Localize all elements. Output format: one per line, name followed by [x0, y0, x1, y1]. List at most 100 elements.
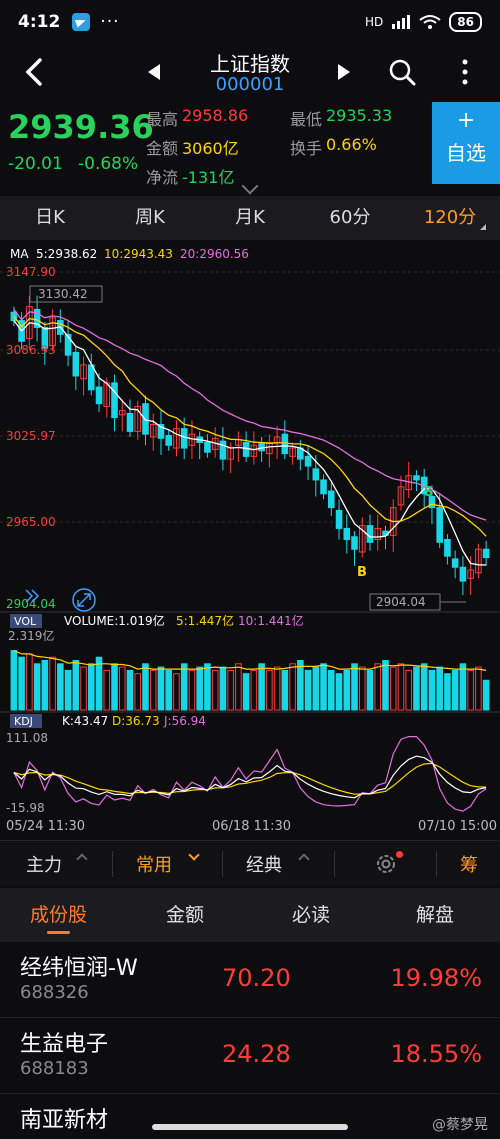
kdj-min: -15.98 — [6, 801, 45, 815]
price-change-percent: -0.68% — [78, 154, 139, 174]
back-arrow-icon[interactable] — [20, 54, 50, 90]
stock-change: 18.55% — [390, 1040, 482, 1068]
candle-body — [126, 412, 134, 432]
candle-body — [173, 428, 180, 449]
volume-bar — [335, 673, 343, 711]
volume-bar — [366, 669, 374, 711]
tab-60min[interactable]: 60分 — [329, 207, 371, 228]
volume-bar — [118, 666, 126, 711]
volume-bar — [289, 663, 296, 711]
volume-bar — [475, 666, 482, 711]
candle-body — [320, 479, 327, 495]
volume-bar — [165, 669, 172, 711]
divider — [334, 851, 335, 877]
chart-toggle-icon[interactable] — [72, 588, 96, 612]
candle-body — [149, 423, 157, 438]
candle-body — [459, 566, 467, 582]
section-tabs: 成份股 金额 必读 解盘 — [0, 888, 500, 942]
candle-body — [374, 527, 382, 541]
more-notifications-icon: ··· — [100, 12, 120, 32]
candle-body — [436, 507, 443, 543]
volume-bar — [26, 653, 33, 711]
ma20-line — [13, 309, 487, 521]
kline-chart[interactable]: MA 5:2938.62 10:2943.43 20:2960.56 3147.… — [0, 240, 500, 838]
stock-code: 688183 — [20, 1058, 89, 1079]
status-time: 4:12 — [18, 12, 61, 32]
volume-bars — [10, 650, 490, 711]
tab-daily[interactable]: 日K — [35, 207, 65, 228]
candle-body — [64, 333, 72, 356]
ma5-line — [13, 320, 487, 566]
volume-bar — [382, 660, 389, 711]
indicator-common[interactable]: 常用 — [136, 854, 172, 876]
next-index-icon[interactable] — [338, 64, 350, 80]
candle-body — [358, 525, 366, 553]
tab-weekly[interactable]: 周K — [135, 207, 165, 228]
home-indicator[interactable] — [152, 1124, 348, 1130]
tab-must-read[interactable]: 必读 — [292, 904, 331, 926]
tab-120min[interactable]: 120分 — [400, 196, 500, 240]
tab-constituents[interactable]: 成份股 — [30, 888, 87, 942]
kdj-k-line — [13, 755, 487, 799]
volume-bar — [88, 663, 95, 711]
indicator-main[interactable]: 主力 — [26, 854, 62, 876]
page-title: 上证指数 — [210, 52, 290, 76]
ma-label: MA — [10, 247, 29, 261]
volume-bar — [428, 669, 436, 711]
volume-bar — [188, 669, 196, 711]
volume-bar — [482, 679, 490, 711]
tab-amount[interactable]: 金额 — [166, 904, 205, 926]
netflow-value: -131亿 — [182, 168, 235, 187]
volume-bar — [49, 656, 56, 711]
price-change: -20.01 — [8, 154, 63, 174]
candle-body — [266, 442, 273, 455]
candle-body — [281, 433, 289, 455]
candle-body — [428, 496, 436, 509]
chevron-up-icon[interactable] — [298, 853, 310, 865]
kdj-tag[interactable]: KDJ — [14, 715, 33, 728]
tab-monthly[interactable]: 月K — [235, 207, 265, 228]
expand-chevron-icon[interactable] — [241, 177, 259, 195]
candle-body — [444, 539, 451, 557]
stock-row[interactable]: 南亚新材 — [0, 1094, 500, 1139]
chip-distribution-button[interactable]: 筹 — [460, 854, 478, 876]
kdj-j-line — [13, 736, 487, 812]
scroll-left-icon[interactable] — [25, 589, 40, 603]
period-tabs: 日K 周K 月K 60分 120分 — [0, 196, 500, 240]
volume-bar — [41, 660, 49, 711]
add-watchlist-button[interactable]: + 自选 — [432, 102, 500, 184]
volume-bar — [111, 663, 118, 711]
tab-analysis[interactable]: 解盘 — [416, 904, 455, 926]
candle-body — [475, 548, 482, 574]
ma10-line — [13, 316, 487, 537]
volume-bar — [196, 666, 203, 711]
low-marker: 2904.04 — [376, 595, 426, 609]
search-icon[interactable] — [388, 58, 416, 86]
previous-index-icon[interactable] — [148, 64, 160, 80]
chevron-up-icon[interactable] — [76, 853, 88, 865]
date-start: 05/24 11:30 — [6, 819, 85, 834]
high-value: 2958.86 — [182, 106, 249, 125]
volume-bar — [103, 669, 111, 711]
volume-bar — [10, 650, 18, 711]
chart-grid — [0, 271, 500, 523]
volume-bar — [281, 669, 289, 711]
volume-bar — [389, 666, 397, 711]
chevron-down-icon[interactable] — [188, 849, 200, 861]
stock-row[interactable]: 经纬恒润-W 688326 70.20 19.98% — [0, 942, 500, 1018]
candle-body — [33, 308, 41, 328]
candle-body — [250, 444, 258, 457]
kdj-tag-bg — [10, 714, 42, 728]
volume-bar — [312, 666, 320, 711]
battery-indicator: 86 — [449, 12, 482, 32]
volume-bar — [204, 663, 211, 711]
gear-icon[interactable] — [374, 852, 398, 876]
stock-row[interactable]: 生益电子 688183 24.28 18.55% — [0, 1018, 500, 1094]
candle-body — [335, 509, 343, 529]
status-bar: 4:12 ··· HD 86 — [0, 0, 500, 44]
more-menu-icon[interactable] — [458, 58, 472, 86]
candle-body — [118, 410, 126, 416]
indicator-classic[interactable]: 经典 — [246, 854, 282, 876]
vol-tag[interactable]: VOL — [14, 615, 37, 628]
vol-tag-bg — [10, 614, 42, 628]
